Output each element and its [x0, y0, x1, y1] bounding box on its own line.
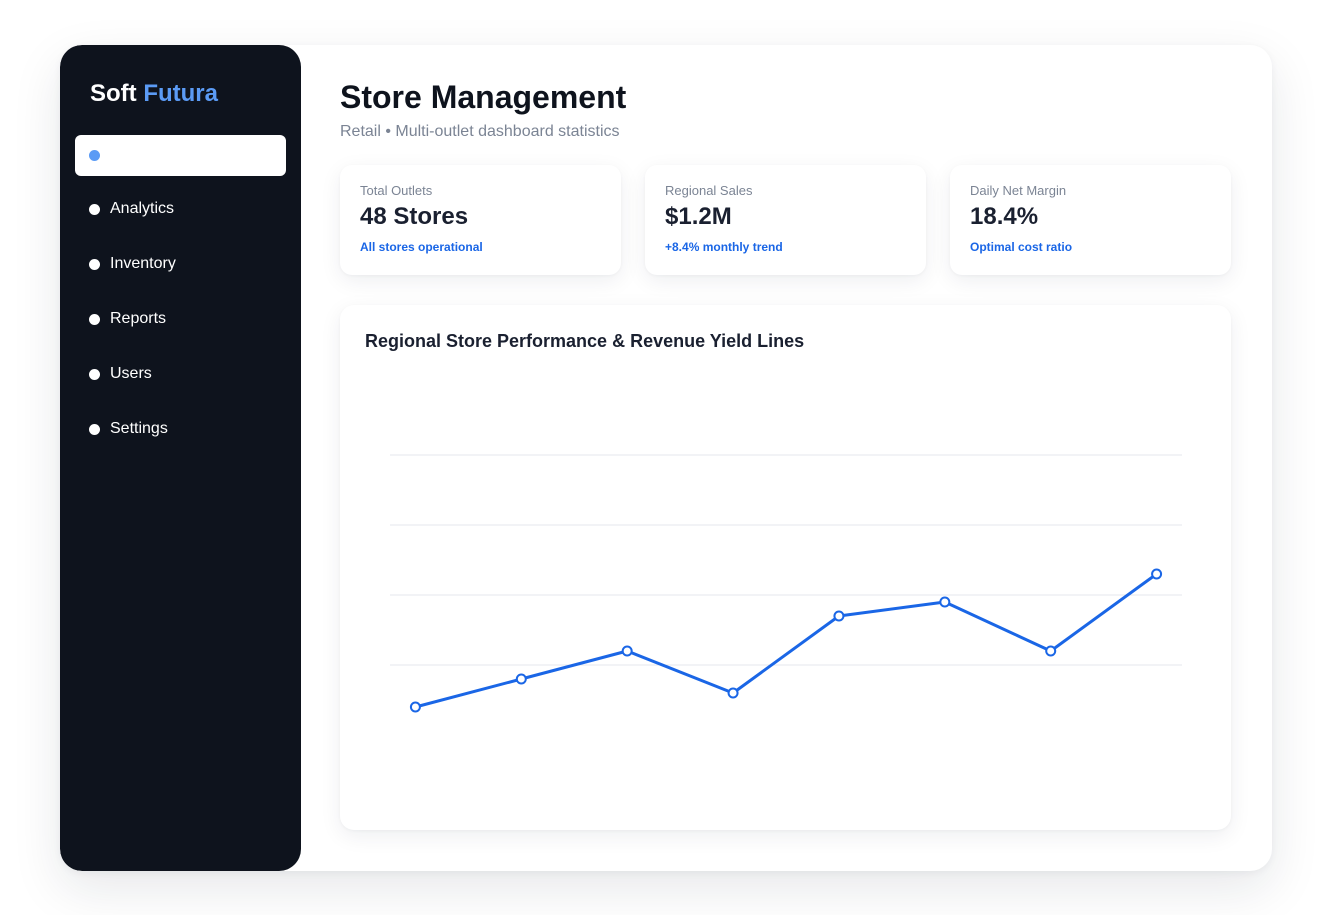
bullet-icon	[89, 258, 100, 270]
stat-value: $1.2M	[665, 203, 732, 230]
data-point[interactable]	[1151, 568, 1163, 580]
data-point[interactable]	[515, 673, 527, 685]
sidebar-item-label: Settings	[110, 420, 168, 437]
stat-note: All stores operational	[360, 240, 483, 254]
page-subtitle: Retail • Multi-outlet dashboard statisti…	[340, 123, 620, 140]
bullet-icon	[89, 203, 100, 215]
data-point[interactable]	[727, 687, 739, 699]
stat-label: Total Outlets	[360, 183, 433, 198]
chart-card: Regional Store Performance & Revenue Yie…	[340, 305, 1231, 830]
brand-name: Soft	[90, 80, 137, 107]
sidebar-item-reports[interactable]: Reports	[89, 307, 166, 331]
bullet-icon	[89, 368, 100, 380]
page-title: Store Management	[340, 79, 627, 115]
bullet-icon	[89, 313, 100, 325]
stat-note: Optimal cost ratio	[970, 240, 1073, 254]
stat-note: +8.4% monthly trend	[665, 240, 783, 254]
series-line	[415, 572, 1158, 709]
brand-logo: Soft Futura	[90, 80, 218, 108]
sidebar-item-users[interactable]: Users	[89, 362, 152, 386]
sidebar-item-analytics[interactable]: Analytics	[89, 197, 174, 221]
sidebar-item-label: Analytics	[110, 200, 175, 217]
stat-value: 48 Stores	[360, 203, 469, 230]
sidebar-item-label: Inventory	[110, 255, 176, 272]
data-point[interactable]	[1045, 645, 1057, 657]
sidebar-item-label: Reports	[110, 310, 167, 327]
active-dot-icon	[89, 150, 100, 161]
stat-card-regional-sales: Regional Sales $1.2M +8.4% monthly trend	[645, 165, 926, 275]
stat-label: Regional Sales	[665, 183, 753, 198]
sidebar: Soft Futura Analytics Inventory Reports …	[60, 45, 301, 871]
sidebar-item-settings[interactable]: Settings	[89, 417, 168, 441]
stat-value: 18.4%	[970, 203, 1039, 230]
line-chart	[390, 454, 1182, 713]
data-point[interactable]	[939, 596, 951, 608]
chart-title: Regional Store Performance & Revenue Yie…	[365, 331, 805, 351]
bullet-icon	[89, 423, 100, 435]
sidebar-item-label: Users	[110, 365, 152, 382]
stat-card-net-margin: Daily Net Margin 18.4% Optimal cost rati…	[950, 165, 1231, 275]
data-point[interactable]	[621, 645, 633, 657]
brand-accent: Futura	[143, 80, 218, 107]
stat-card-total-outlets: Total Outlets 48 Stores All stores opera…	[340, 165, 621, 275]
sidebar-item-active[interactable]	[75, 135, 286, 176]
app-window: Soft Futura Analytics Inventory Reports …	[60, 45, 1272, 871]
sidebar-item-inventory[interactable]: Inventory	[89, 252, 176, 276]
stat-label: Daily Net Margin	[970, 183, 1067, 198]
data-point[interactable]	[409, 701, 421, 713]
data-point[interactable]	[833, 610, 845, 622]
